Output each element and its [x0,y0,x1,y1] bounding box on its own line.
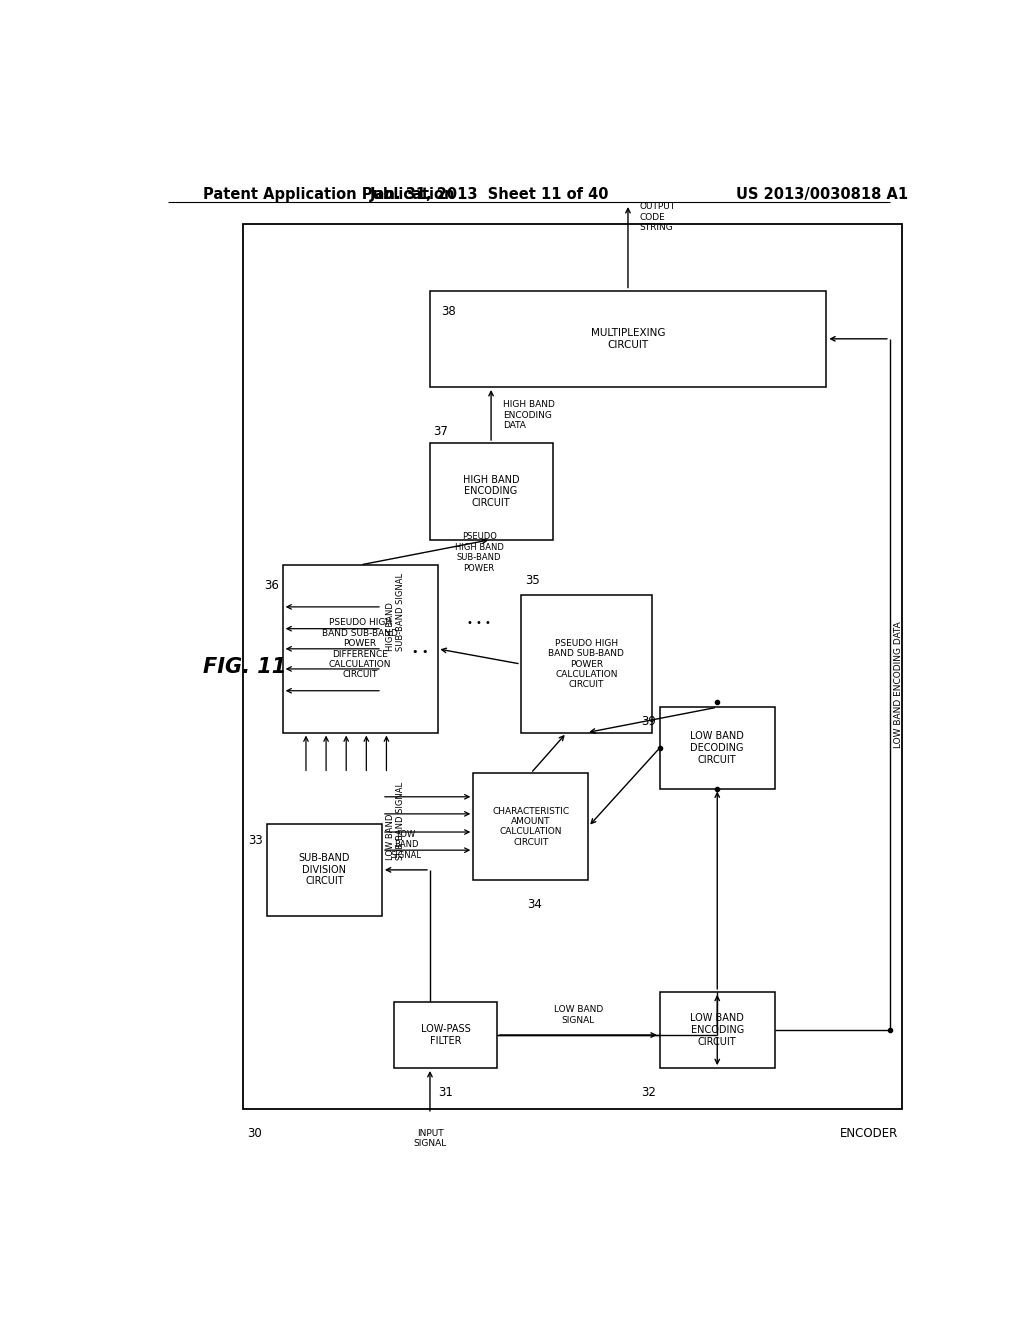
Bar [267,824,382,916]
Text: LOW
BAND
SIGNAL: LOW BAND SIGNAL [390,830,422,859]
Bar [659,708,775,788]
Text: Jan. 31, 2013  Sheet 11 of 40: Jan. 31, 2013 Sheet 11 of 40 [370,187,609,202]
Bar [430,290,826,387]
Text: MULTIPLEXING
CIRCUIT: MULTIPLEXING CIRCUIT [591,327,666,350]
Text: HIGH BAND
SUB-BAND SIGNAL: HIGH BAND SUB-BAND SIGNAL [386,573,406,651]
Text: HIGH BAND
ENCODING
DATA: HIGH BAND ENCODING DATA [503,400,555,430]
Text: LOW BAND
ENCODING
CIRCUIT: LOW BAND ENCODING CIRCUIT [690,1014,744,1047]
Text: Patent Application Publication: Patent Application Publication [204,187,455,202]
Bar [283,565,437,733]
Text: 34: 34 [526,899,542,911]
Text: • •: • • [412,647,429,657]
Text: US 2013/0030818 A1: US 2013/0030818 A1 [736,187,908,202]
Text: OUTPUT
CODE
STRING: OUTPUT CODE STRING [640,202,676,232]
Text: ENCODER: ENCODER [840,1127,898,1140]
Bar [394,1002,497,1068]
Bar [243,224,902,1109]
Bar [430,444,553,540]
Text: 31: 31 [438,1086,453,1100]
Text: FIG. 11: FIG. 11 [204,656,287,677]
Text: 39: 39 [641,715,655,729]
Text: LOW BAND
DECODING
CIRCUIT: LOW BAND DECODING CIRCUIT [690,731,744,764]
Text: 37: 37 [433,425,449,438]
Text: SUB-BAND
DIVISION
CIRCUIT: SUB-BAND DIVISION CIRCUIT [299,853,350,887]
Text: • • •: • • • [467,618,492,628]
Text: PSEUDO HIGH
BAND SUB-BAND
POWER
DIFFERENCE
CALCULATION
CIRCUIT: PSEUDO HIGH BAND SUB-BAND POWER DIFFEREN… [323,618,398,680]
Text: INPUT
SIGNAL: INPUT SIGNAL [414,1129,446,1148]
Text: LOW BAND
SUB-BAND SIGNAL: LOW BAND SUB-BAND SIGNAL [386,783,406,861]
Text: 36: 36 [264,578,279,591]
Text: 32: 32 [641,1086,655,1100]
Text: LOW-PASS
FILTER: LOW-PASS FILTER [421,1024,470,1045]
Bar [521,595,652,733]
Text: 38: 38 [441,305,457,318]
Text: CHARACTERISTIC
AMOUNT
CALCULATION
CIRCUIT: CHARACTERISTIC AMOUNT CALCULATION CIRCUI… [493,807,569,847]
Text: PSEUDO HIGH
BAND SUB-BAND
POWER
CALCULATION
CIRCUIT: PSEUDO HIGH BAND SUB-BAND POWER CALCULAT… [549,639,625,689]
Text: HIGH BAND
ENCODING
CIRCUIT: HIGH BAND ENCODING CIRCUIT [463,475,519,508]
Text: LOW BAND ENCODING DATA: LOW BAND ENCODING DATA [894,620,903,747]
Bar [659,991,775,1068]
Text: LOW BAND
SIGNAL: LOW BAND SIGNAL [554,1006,603,1024]
Text: 30: 30 [247,1127,262,1140]
Text: 35: 35 [524,574,540,586]
Text: 33: 33 [248,834,263,847]
Bar [473,774,588,880]
Text: PSEUDO
HIGH BAND
SUB-BAND
POWER: PSEUDO HIGH BAND SUB-BAND POWER [455,532,504,573]
